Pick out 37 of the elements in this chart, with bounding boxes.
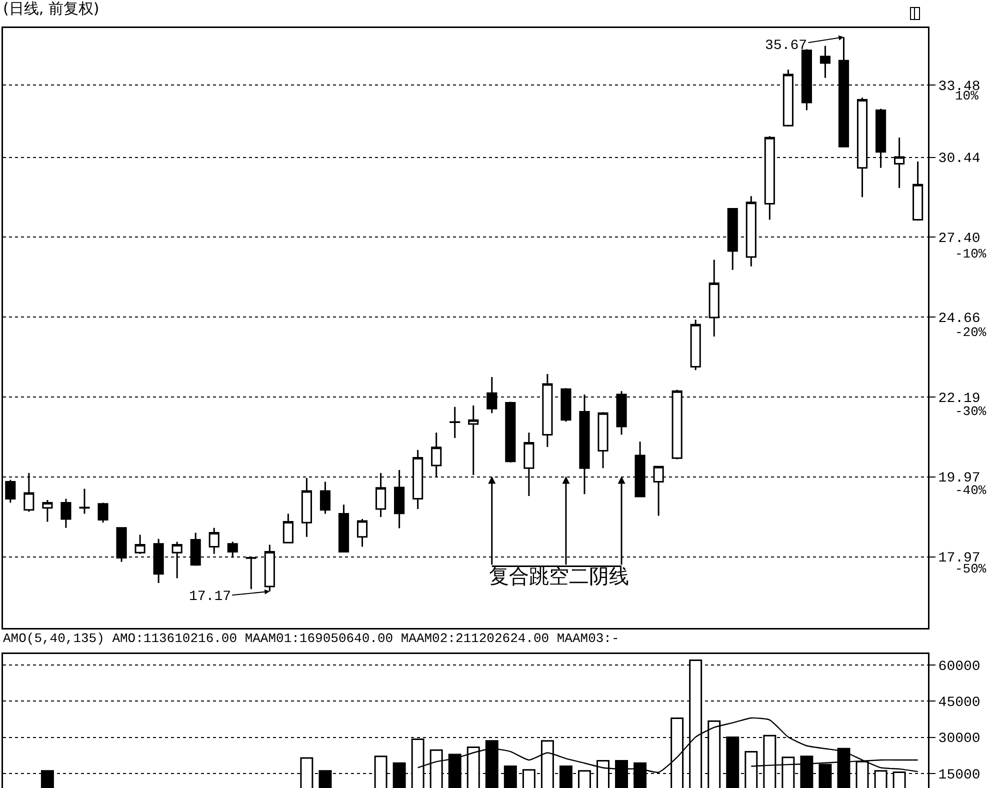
candlestick [450,406,460,439]
candlestick [820,45,831,79]
y-tick-label: 24.66 [938,310,980,327]
candlestick [338,504,350,553]
candlestick [746,195,756,268]
y2-tick-label: -20% [955,325,986,340]
candlestick [60,498,72,529]
candlestick [79,488,90,515]
y2-tick-label: -10% [955,246,986,262]
y-tick-label: 30.44 [938,151,980,168]
annotation: 35.67 [765,38,808,54]
candlestick [542,373,553,448]
candlestick [42,499,53,523]
y-tick-label: 27.40 [938,230,980,247]
chart-title: (日线, 前复权) [2,0,100,18]
y-tick-label: 60000 [938,658,980,675]
candlestick [320,481,331,515]
candlestick [208,527,220,555]
y-tick-label: 15000 [938,767,980,784]
y-tick-label: 45000 [938,694,980,711]
candlestick [98,502,108,524]
candlestick [505,400,516,464]
candlestick [301,477,312,538]
candlestick [5,479,16,504]
annotation: 复合跳空二阴线 [489,564,629,588]
y-tick-label: 30000 [938,731,980,748]
candlestick [690,318,701,371]
candlestick [598,411,608,469]
candlestick [116,527,127,563]
candlestick [134,534,146,555]
chart-title: AMO(5,40,135) AMO:113610216.00 MAAM01:169050640.00 MAAM02:211202624.00 MAAM03:- [2,631,620,646]
candlestick [356,518,368,548]
annotation: 17.17 [189,589,232,605]
candlestick [282,513,294,544]
candlestick [912,160,924,222]
candlestick [764,135,775,221]
y2-tick-label: -40% [955,482,986,498]
